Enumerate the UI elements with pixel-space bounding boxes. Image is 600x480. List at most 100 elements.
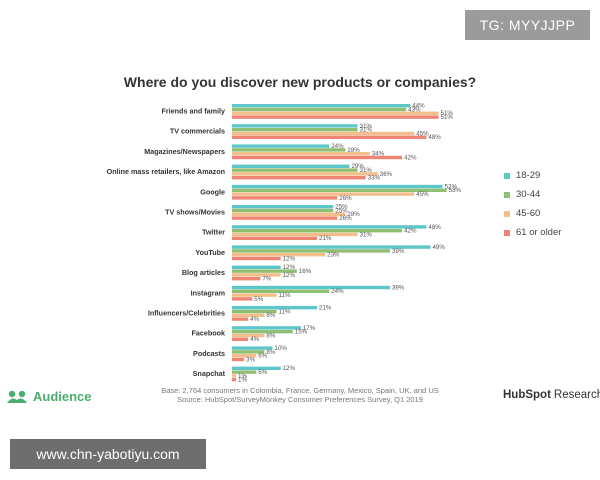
data-label-google-61-or-older: 26% (339, 195, 352, 202)
data-label-influencers-celebrities-61-or-older: 4% (250, 316, 259, 323)
bar-snapchat-30-44 (232, 370, 257, 374)
bar-friends-and-family-61-or-older (232, 115, 439, 119)
data-label-twitter-61-or-older: 21% (319, 235, 332, 242)
bar-blog-articles-30-44 (232, 269, 297, 273)
data-label-friends-and-family-30-44: 43% (408, 106, 421, 113)
bar-facebook-61-or-older (232, 337, 249, 341)
data-label-influencers-celebrities-18-29: 21% (319, 305, 332, 312)
data-label-tv-commercials-61-or-older: 48% (428, 134, 441, 141)
bar-tv-shows-movies-30-44 (232, 208, 334, 213)
hubspot-research-logo: HubSpot Research (503, 389, 600, 401)
data-label-youtube-30-44: 39% (392, 248, 405, 255)
data-label-magazines-newspapers-61-or-older: 42% (404, 154, 417, 161)
bar-instagram-45-60 (232, 293, 277, 297)
bar-magazines-newspapers-30-44 (232, 148, 346, 152)
data-label-facebook-30-44: 15% (295, 329, 308, 336)
data-label-tv-shows-movies-30-44: 25% (335, 207, 348, 214)
category-label-friends-and-family: Friends and family (161, 107, 225, 116)
bar-google-18-29 (232, 184, 443, 189)
category-label-influencers-celebrities: Influencers/Celebrities (148, 309, 225, 318)
data-label-influencers-celebrities-30-44: 11% (279, 308, 291, 315)
data-label-instagram-18-29: 39% (392, 284, 405, 291)
data-label-influencers-celebrities-45-60: 8% (266, 312, 275, 319)
data-label-facebook-18-29: 17% (303, 325, 316, 332)
data-label-twitter-30-44: 42% (404, 228, 417, 235)
footnote-source: Source: HubSpot/SurveyMonkey Consumer Pr… (177, 395, 423, 404)
legend-item-18-29: 18-29 (504, 166, 561, 185)
legend-swatch-45-60 (504, 210, 510, 217)
category-label-podcasts: Podcasts (193, 349, 225, 358)
bar-tv-commercials-61-or-older (232, 135, 427, 139)
data-label-facebook-45-60: 8% (266, 332, 275, 339)
bar-youtube-30-44 (232, 249, 390, 253)
data-label-google-45-60: 45% (416, 191, 429, 198)
legend-label-61-or-older: 61 or older (516, 227, 562, 238)
bar-online-mass-retailers-like-amazon-61-or-older (232, 176, 366, 180)
audience-logo-text: Audience (33, 388, 92, 404)
data-label-youtube-61-or-older: 12% (283, 255, 296, 262)
data-label-tv-shows-movies-61-or-older: 26% (339, 215, 352, 222)
bar-google-45-60 (232, 192, 415, 196)
bar-blog-articles-45-60 (232, 273, 281, 277)
bar-facebook-18-29 (232, 326, 301, 330)
data-label-instagram-45-60: 11% (279, 292, 291, 299)
category-label-twitter: Twitter (202, 228, 225, 237)
bar-podcasts-18-29 (232, 346, 273, 350)
data-label-podcasts-61-or-older: 3% (246, 356, 255, 363)
legend-label-30-44: 30-44 (516, 189, 541, 200)
data-label-podcasts-45-60: 6% (258, 353, 267, 360)
audience-logo-icon (7, 390, 27, 403)
category-label-blog-articles: Blog articles (182, 268, 225, 277)
legend-swatch-61-or-older (504, 229, 510, 236)
bar-google-61-or-older (232, 196, 338, 200)
data-label-online-mass-retailers-like-amazon-45-60: 36% (380, 171, 393, 178)
legend-label-45-60: 45-60 (516, 208, 541, 219)
chart-legend: 18-29 30-44 45-60 61 or older (504, 166, 561, 242)
data-label-tv-commercials-45-60: 45% (416, 130, 429, 137)
data-label-snapchat-30-44: 6% (258, 369, 267, 376)
bar-facebook-30-44 (232, 330, 293, 334)
bar-influencers-celebrities-61-or-older (232, 317, 249, 321)
bar-snapchat-45-60 (232, 374, 237, 378)
bar-influencers-celebrities-18-29 (232, 306, 318, 310)
data-label-friends-and-family-45-60: 51% (441, 110, 454, 117)
category-label-magazines-newspapers: Magazines/Newspapers (144, 147, 225, 156)
bar-magazines-newspapers-61-or-older (232, 155, 403, 160)
category-label-youtube: YouTube (195, 248, 225, 257)
bar-online-mass-retailers-like-amazon-30-44 (232, 168, 358, 172)
bar-twitter-30-44 (232, 229, 403, 233)
bar-facebook-45-60 (232, 333, 265, 338)
bar-tv-shows-movies-18-29 (232, 205, 334, 209)
data-label-snapchat-61-or-older: 1% (238, 377, 247, 384)
bar-friends-and-family-45-60 (232, 111, 439, 115)
bar-youtube-61-or-older (232, 256, 281, 261)
legend-swatch-30-44 (504, 191, 510, 198)
data-label-twitter-18-29: 48% (428, 224, 441, 231)
hubspot-logo-text: HubSpot (503, 389, 551, 401)
data-label-youtube-45-60: 23% (327, 252, 340, 259)
bar-tv-shows-movies-45-60 (232, 212, 346, 216)
bar-google-30-44 (232, 188, 447, 192)
data-label-tv-commercials-30-44: 31% (360, 127, 373, 134)
bar-magazines-newspapers-18-29 (232, 144, 330, 148)
data-label-snapchat-45-60: 1% (238, 373, 247, 380)
legend-label-18-29: 18-29 (516, 170, 541, 181)
data-label-tv-shows-movies-45-60: 28% (347, 211, 360, 218)
bar-blog-articles-18-29 (232, 265, 281, 269)
research-logo-text: Research (553, 389, 600, 401)
footnote-base: Base: 2,764 consumers in Colombia, Franc… (161, 386, 439, 395)
data-label-blog-articles-30-44: 16% (299, 268, 312, 275)
bar-snapchat-61-or-older (232, 378, 237, 382)
bar-podcasts-45-60 (232, 354, 257, 358)
category-label-facebook: Facebook (191, 329, 225, 338)
data-label-online-mass-retailers-like-amazon-61-or-older: 33% (368, 175, 381, 182)
bar-blog-articles-61-or-older (232, 277, 261, 281)
data-label-online-mass-retailers-like-amazon-30-44: 31% (360, 167, 373, 174)
data-label-facebook-61-or-older: 4% (250, 336, 259, 343)
data-label-blog-articles-45-60: 12% (283, 272, 296, 279)
bar-influencers-celebrities-30-44 (232, 309, 277, 314)
data-label-podcasts-18-29: 10% (275, 345, 288, 352)
category-label-google: Google (200, 187, 225, 196)
bar-friends-and-family-30-44 (232, 107, 407, 112)
